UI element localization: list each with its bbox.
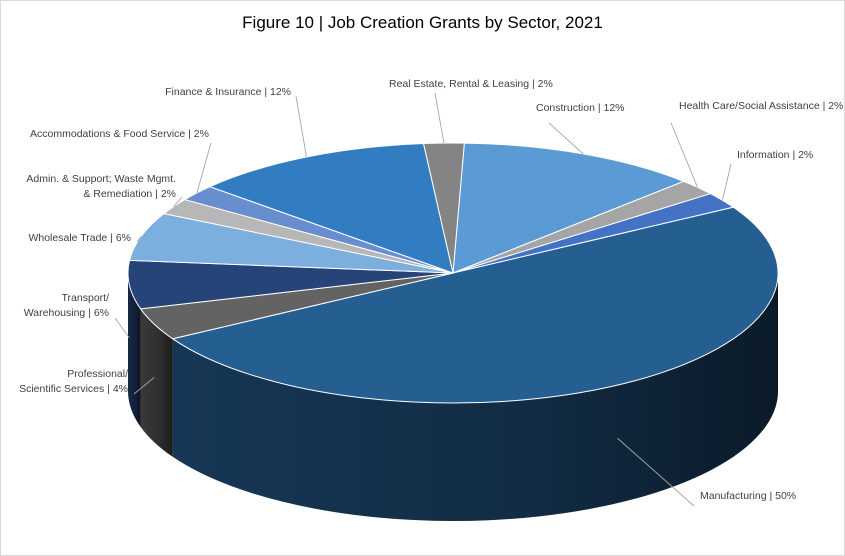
slice-9	[208, 143, 454, 274]
slice-label-1: Health Care/Social Assistance | 2%	[679, 100, 843, 112]
leader-line-8	[196, 142, 212, 194]
slice-label-8: Accommodations & Food Service | 2%	[30, 128, 209, 140]
pie-tops	[127, 142, 779, 404]
leader-line-2	[721, 163, 732, 201]
leader-line-1	[670, 122, 698, 188]
leader-line-9	[295, 95, 307, 158]
slice-label-0: Construction | 12%	[536, 102, 625, 114]
slice-side-shade-3	[172, 273, 779, 521]
chart-title: Figure 10 | Job Creation Grants by Secto…	[242, 13, 603, 32]
slice-side-shade-4	[140, 308, 173, 457]
pie-sides	[128, 273, 779, 521]
slice-label-6: Wholesale Trade | 6%	[28, 232, 131, 244]
slice-6	[128, 213, 454, 274]
leader-line-5	[114, 317, 130, 339]
leader-line-10	[434, 92, 445, 144]
slice-label-9: Finance & Insurance | 12%	[165, 86, 291, 98]
slice-3	[171, 206, 779, 404]
slice-5	[127, 259, 454, 310]
slice-label-7: Admin. & Support; Waste Mgmt. & Remediati…	[26, 173, 176, 200]
slice-labels: Construction | 12% Health Care/Social Ass…	[19, 78, 843, 502]
leader-line-3	[617, 437, 695, 507]
slice-label-3: Manufacturing | 50%	[700, 490, 796, 502]
slice-label-10: Real Estate, Rental & Leasing | 2%	[389, 78, 553, 90]
leader-line-0	[548, 122, 584, 155]
leader-line-7	[173, 196, 183, 207]
slice-side-shade-5	[128, 273, 141, 427]
slice-label-5: Transport/Warehousing | 6%	[24, 292, 109, 319]
leader-line-4	[133, 376, 155, 395]
slice-label-2: Information | 2%	[737, 149, 813, 161]
slice-label-4: Professional/Scientific Services | 4%	[19, 368, 128, 395]
leader-lines	[114, 92, 732, 507]
leader-line-6	[136, 236, 142, 243]
